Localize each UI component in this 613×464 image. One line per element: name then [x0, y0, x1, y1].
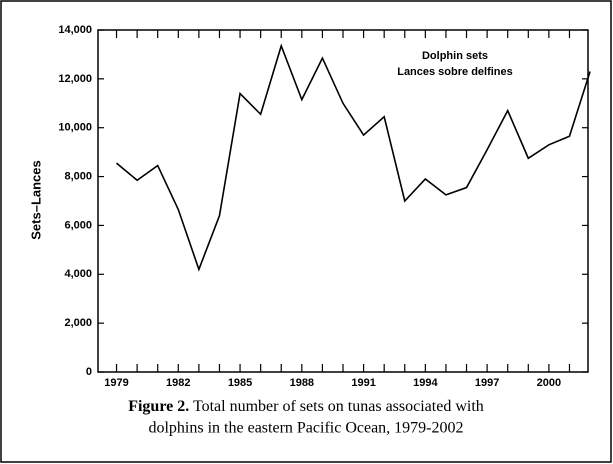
x-tick-label: 1979: [104, 377, 128, 389]
x-tick-label: 1985: [228, 377, 252, 389]
annotation: Dolphin sets: [422, 50, 488, 62]
y-tick-label: 4,000: [64, 268, 92, 280]
y-tick-label: 2,000: [64, 317, 92, 329]
x-tick-label: 2000: [537, 377, 561, 389]
x-tick-label: 1994: [413, 377, 438, 389]
caption-label: Figure 2.: [128, 398, 189, 415]
y-tick-label: 6,000: [64, 219, 92, 231]
caption: dolphins in the eastern Pacific Ocean, 1…: [148, 420, 463, 437]
x-tick-label: 1997: [475, 377, 499, 389]
y-tick-label: 8,000: [64, 170, 92, 182]
line-series: [116, 43, 591, 272]
caption-text: Total number of sets on tunas associated…: [193, 398, 484, 415]
x-tick-label: 1982: [166, 377, 190, 389]
y-tick-label: 10,000: [58, 122, 92, 134]
y-tick-label: 12,000: [58, 73, 92, 85]
x-tick-label: 1988: [290, 377, 314, 389]
x-tick-label: 1991: [351, 377, 375, 389]
y-tick-label: 0: [86, 366, 92, 378]
y-tick-label: 14,000: [58, 24, 92, 36]
annotation: Lances sobre delfines: [397, 66, 513, 78]
y-axis-label: Sets–Lances: [28, 160, 43, 240]
caption: Figure 2. Total number of sets on tunas …: [128, 398, 484, 415]
